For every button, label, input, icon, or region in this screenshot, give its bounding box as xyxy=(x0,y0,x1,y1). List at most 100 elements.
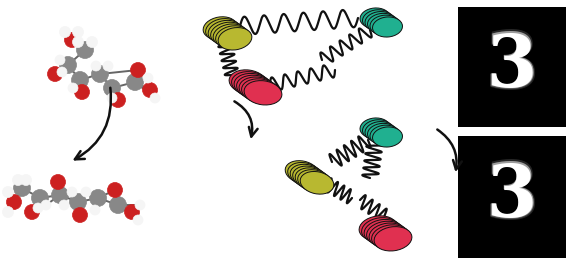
Ellipse shape xyxy=(369,223,407,247)
Ellipse shape xyxy=(370,15,400,35)
Ellipse shape xyxy=(213,24,247,46)
Circle shape xyxy=(108,183,122,197)
Ellipse shape xyxy=(218,28,252,50)
Circle shape xyxy=(125,204,140,220)
Text: 3: 3 xyxy=(487,32,537,103)
Circle shape xyxy=(33,203,43,213)
Circle shape xyxy=(89,190,106,207)
Circle shape xyxy=(73,36,84,48)
Text: 3: 3 xyxy=(485,30,539,104)
Ellipse shape xyxy=(365,122,395,142)
Circle shape xyxy=(68,83,78,93)
Circle shape xyxy=(6,194,22,210)
FancyArrowPatch shape xyxy=(235,101,257,137)
Ellipse shape xyxy=(208,20,242,43)
Circle shape xyxy=(14,180,30,197)
Ellipse shape xyxy=(285,161,319,183)
Circle shape xyxy=(90,205,100,215)
Circle shape xyxy=(21,174,31,185)
Ellipse shape xyxy=(368,13,398,33)
Circle shape xyxy=(107,93,117,103)
Ellipse shape xyxy=(237,75,275,100)
Circle shape xyxy=(133,215,143,225)
Circle shape xyxy=(51,187,69,204)
Circle shape xyxy=(2,187,14,197)
Ellipse shape xyxy=(297,170,331,192)
Text: 3: 3 xyxy=(485,160,539,234)
Ellipse shape xyxy=(229,70,267,94)
Text: 3: 3 xyxy=(486,31,538,103)
Ellipse shape xyxy=(288,163,321,185)
Ellipse shape xyxy=(372,225,410,249)
Circle shape xyxy=(81,187,91,197)
Ellipse shape xyxy=(372,127,403,147)
Circle shape xyxy=(109,197,126,214)
Ellipse shape xyxy=(360,118,390,138)
Ellipse shape xyxy=(244,81,282,105)
Circle shape xyxy=(92,66,109,83)
Ellipse shape xyxy=(363,120,392,140)
Ellipse shape xyxy=(367,221,404,246)
Ellipse shape xyxy=(206,19,239,41)
Circle shape xyxy=(41,200,51,210)
Ellipse shape xyxy=(210,22,244,45)
Circle shape xyxy=(73,26,84,38)
Circle shape xyxy=(91,61,101,71)
Bar xyxy=(458,136,566,258)
Circle shape xyxy=(59,200,69,210)
Ellipse shape xyxy=(241,79,279,103)
Circle shape xyxy=(103,61,113,71)
Circle shape xyxy=(65,32,80,48)
Circle shape xyxy=(74,85,89,100)
Ellipse shape xyxy=(239,77,277,101)
Circle shape xyxy=(126,73,144,90)
Circle shape xyxy=(143,73,153,83)
Circle shape xyxy=(57,67,67,77)
Circle shape xyxy=(104,79,121,96)
Ellipse shape xyxy=(374,227,412,251)
Circle shape xyxy=(25,204,39,220)
Circle shape xyxy=(130,62,145,77)
Circle shape xyxy=(31,190,49,207)
Circle shape xyxy=(86,36,97,48)
Circle shape xyxy=(72,72,89,89)
Ellipse shape xyxy=(360,8,390,28)
Ellipse shape xyxy=(293,166,326,189)
Ellipse shape xyxy=(290,164,324,187)
Circle shape xyxy=(135,200,145,210)
Circle shape xyxy=(67,187,77,197)
Ellipse shape xyxy=(295,168,329,191)
Text: 3: 3 xyxy=(484,158,539,236)
Ellipse shape xyxy=(362,218,399,242)
FancyArrowPatch shape xyxy=(75,88,111,159)
Text: 3: 3 xyxy=(484,28,539,106)
Text: 3: 3 xyxy=(487,161,537,232)
Circle shape xyxy=(77,42,93,59)
FancyArrowPatch shape xyxy=(438,130,462,170)
Circle shape xyxy=(142,83,157,97)
Ellipse shape xyxy=(216,26,249,48)
Ellipse shape xyxy=(203,17,237,39)
Ellipse shape xyxy=(368,123,398,143)
Circle shape xyxy=(59,26,70,38)
Circle shape xyxy=(50,174,66,190)
Ellipse shape xyxy=(365,12,395,32)
Text: 3: 3 xyxy=(486,160,538,234)
Ellipse shape xyxy=(372,17,403,37)
Circle shape xyxy=(73,208,88,222)
Circle shape xyxy=(59,56,77,73)
Circle shape xyxy=(2,207,14,218)
Circle shape xyxy=(13,174,23,185)
Ellipse shape xyxy=(359,216,397,240)
Circle shape xyxy=(150,93,160,103)
Circle shape xyxy=(47,66,62,82)
Circle shape xyxy=(110,93,125,107)
Ellipse shape xyxy=(370,125,400,145)
Ellipse shape xyxy=(363,10,392,30)
Ellipse shape xyxy=(364,220,402,244)
Circle shape xyxy=(55,55,65,65)
Circle shape xyxy=(70,194,86,211)
Ellipse shape xyxy=(234,73,272,98)
Ellipse shape xyxy=(232,72,269,96)
Ellipse shape xyxy=(300,171,334,194)
